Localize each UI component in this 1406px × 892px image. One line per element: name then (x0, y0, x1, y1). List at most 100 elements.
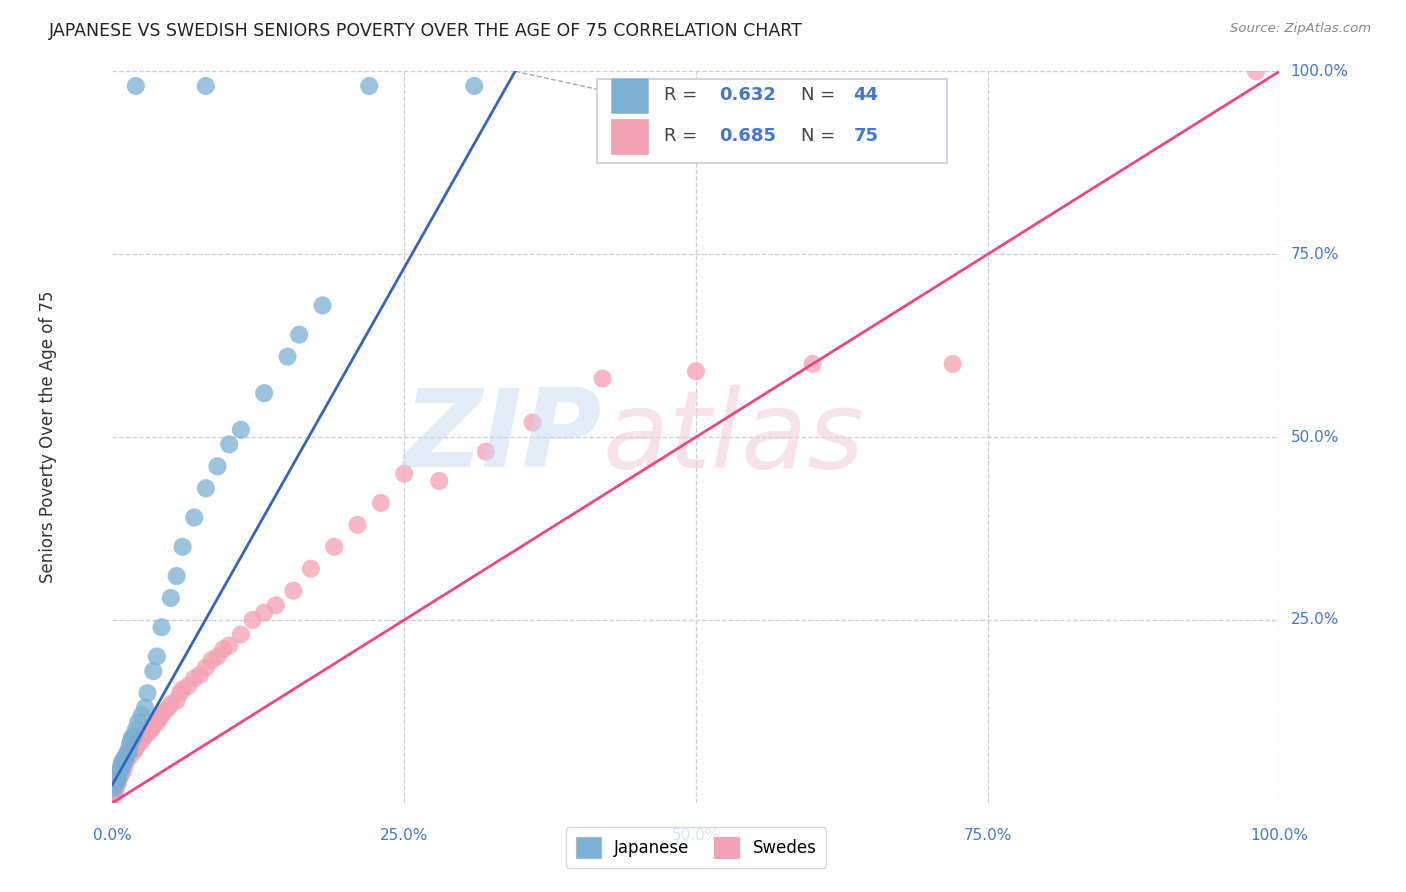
Point (311, 298, 333, 312)
Point (121, 730, 143, 744)
Point (120, 745, 142, 759)
Point (323, 540, 346, 554)
Point (166, 569, 188, 583)
Point (264, 599, 287, 613)
Point (122, 745, 145, 759)
FancyBboxPatch shape (596, 78, 946, 163)
Point (104, 778, 127, 792)
Point (112, 756, 135, 770)
Point (172, 540, 194, 554)
Point (207, 649, 229, 664)
Point (194, 660, 217, 674)
Point (121, 745, 143, 759)
Point (166, 693, 188, 707)
Text: 50.0%: 50.0% (672, 828, 720, 843)
Point (276, 350, 298, 364)
Point (194, 481, 217, 495)
Point (394, 467, 416, 481)
Point (188, 667, 211, 681)
Point (169, 686, 191, 700)
Point (118, 748, 141, 763)
Point (136, 686, 159, 700)
Text: N =: N = (801, 87, 841, 104)
Point (132, 730, 155, 744)
Point (142, 664, 165, 678)
Point (104, 781, 127, 796)
Point (107, 770, 129, 784)
Point (146, 649, 169, 664)
Point (103, 781, 125, 796)
Point (110, 766, 132, 780)
Text: 75.0%: 75.0% (1291, 247, 1339, 261)
Point (346, 517, 368, 532)
Point (118, 748, 141, 763)
Point (253, 386, 276, 401)
Point (111, 759, 134, 773)
Point (125, 737, 148, 751)
Point (111, 763, 134, 777)
Point (283, 583, 305, 598)
Point (942, 357, 965, 371)
Point (143, 715, 166, 730)
Text: atlas: atlas (603, 384, 865, 490)
Point (160, 591, 183, 605)
Point (118, 737, 141, 751)
Point (112, 752, 135, 766)
Point (157, 700, 180, 714)
Point (150, 620, 173, 634)
Text: 25.0%: 25.0% (1291, 613, 1339, 627)
Point (685, 364, 707, 378)
Text: 75.0%: 75.0% (963, 828, 1012, 843)
Text: R =: R = (665, 87, 703, 104)
Text: 100.0%: 100.0% (1250, 828, 1309, 843)
Point (183, 672, 205, 686)
Point (229, 627, 252, 641)
Point (359, 78, 381, 93)
Point (108, 766, 131, 780)
Point (142, 719, 165, 733)
Point (242, 613, 264, 627)
Point (183, 510, 205, 524)
Point (201, 653, 224, 667)
Text: 100.0%: 100.0% (1291, 64, 1348, 78)
Point (132, 730, 155, 744)
Point (1244, 64, 1267, 78)
Point (153, 705, 176, 719)
Text: 0.0%: 0.0% (93, 828, 132, 843)
Point (105, 778, 128, 792)
Point (103, 785, 125, 799)
Point (111, 756, 134, 770)
Point (463, 78, 485, 93)
Point (124, 740, 146, 755)
Text: R =: R = (665, 128, 703, 145)
Point (370, 496, 392, 510)
Text: 0.632: 0.632 (720, 87, 776, 104)
Point (120, 733, 142, 747)
Point (127, 737, 149, 751)
Point (592, 371, 614, 385)
Point (128, 733, 150, 747)
Point (111, 763, 134, 777)
Point (194, 78, 217, 93)
Text: Seniors Poverty Over the Age of 75: Seniors Poverty Over the Age of 75 (39, 291, 58, 583)
Legend: Japanese, Swedes: Japanese, Swedes (565, 827, 827, 868)
Point (114, 756, 136, 770)
Point (111, 756, 134, 770)
Point (218, 437, 240, 451)
Point (299, 562, 322, 576)
Text: 50.0%: 50.0% (1291, 430, 1339, 444)
Point (218, 639, 240, 653)
Point (104, 773, 127, 788)
Point (150, 708, 173, 723)
Point (136, 726, 159, 740)
Point (117, 745, 139, 759)
Point (146, 715, 169, 730)
Point (148, 712, 170, 726)
Point (212, 642, 235, 657)
Point (172, 682, 194, 697)
Point (427, 474, 450, 488)
Point (160, 697, 183, 711)
Point (125, 78, 148, 93)
Text: N =: N = (801, 128, 841, 145)
Point (125, 723, 148, 737)
